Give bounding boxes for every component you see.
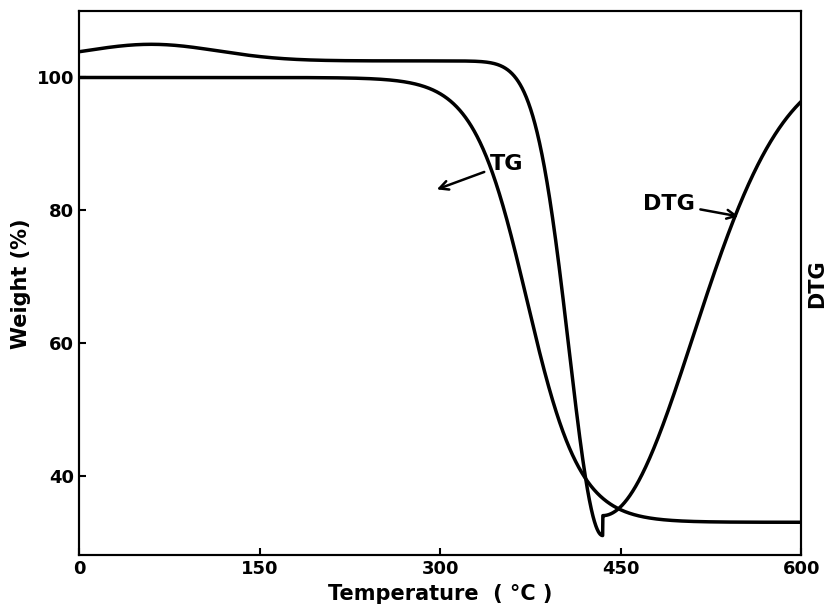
- Text: TG: TG: [439, 154, 523, 189]
- Text: DTG: DTG: [643, 194, 736, 219]
- Y-axis label: Weight (%): Weight (%): [11, 218, 31, 349]
- Y-axis label: DTG: DTG: [807, 259, 827, 308]
- X-axis label: Temperature  ( °C ): Temperature ( °C ): [328, 584, 552, 604]
